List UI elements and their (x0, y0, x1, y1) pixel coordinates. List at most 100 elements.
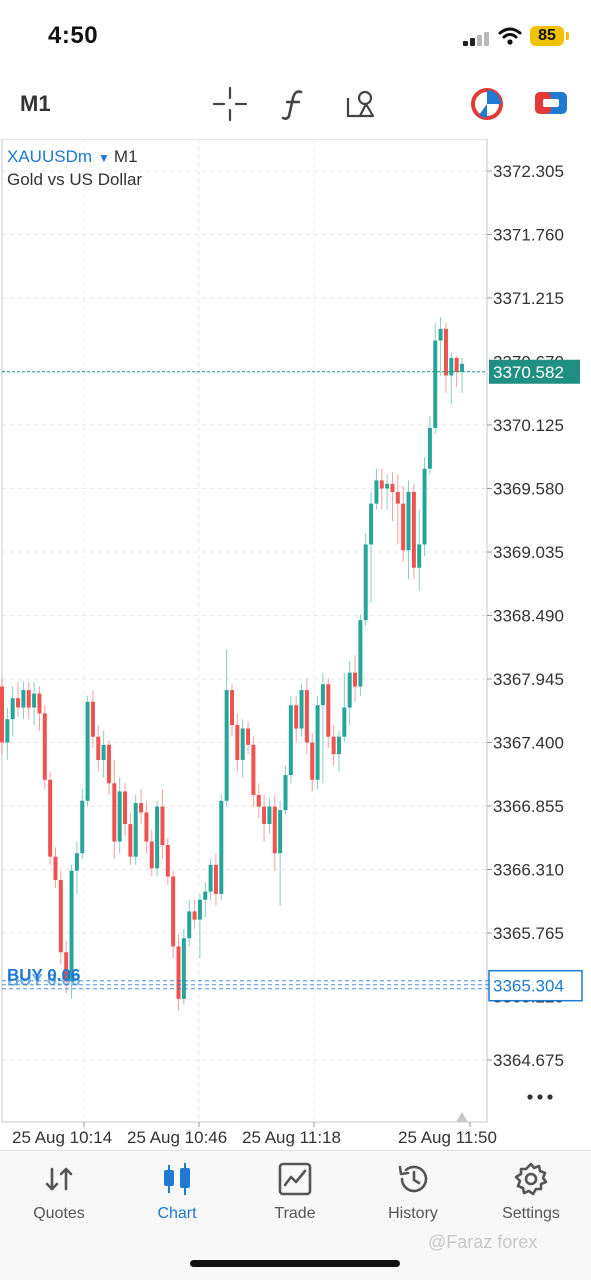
candle-body (21, 690, 26, 708)
candle-body (96, 736, 101, 760)
candle-body (374, 480, 379, 504)
candle-body (197, 899, 202, 920)
candle-body (80, 800, 85, 854)
candle-body (288, 705, 293, 776)
price-axis-label: 3369.035 (493, 543, 564, 562)
candle-body (385, 483, 390, 489)
candle-body (224, 690, 229, 801)
candle-body (320, 684, 325, 706)
time-axis-label: 25 Aug 11:50 (398, 1128, 497, 1147)
candle-body (326, 684, 331, 737)
candle-body (379, 480, 384, 489)
tab-chart[interactable]: Chart (118, 1161, 236, 1241)
candle-body (155, 806, 160, 869)
candle-body (133, 803, 138, 857)
tab-trade[interactable]: Trade (236, 1161, 354, 1241)
price-axis-label: 3371.760 (493, 226, 564, 245)
symbol-name[interactable]: XAUUSDm (7, 147, 93, 166)
candle-body (187, 911, 192, 939)
candle-body (37, 693, 42, 714)
candle-body (395, 491, 400, 504)
time-axis-label: 25 Aug 10:46 (127, 1128, 227, 1147)
candle-body (427, 427, 432, 469)
candle-body (417, 544, 422, 568)
candle-body (294, 705, 299, 729)
price-chart[interactable]: 3372.305 3371.760 3371.215 3370.125 3369.580… (0, 139, 591, 1149)
price-axis-label: 3367.945 (493, 670, 564, 689)
candlestick-chart[interactable]: 3372.305 3371.760 3371.215 3370.125 3369.580… (0, 139, 591, 1149)
battery-indicator: 85 (530, 26, 564, 46)
candle-body (342, 707, 347, 737)
candle-body (5, 719, 10, 743)
candle-body (449, 358, 454, 376)
candle-body (315, 705, 320, 780)
cellular-signal-icon (463, 30, 491, 46)
candle-body (443, 328, 448, 376)
chevron-down-icon[interactable]: ▼ (98, 151, 110, 165)
candle-body (149, 841, 154, 869)
gear-icon (514, 1162, 548, 1196)
tab-label: Chart (157, 1205, 197, 1222)
position-price-label: 3365.304 (493, 977, 564, 996)
candle-body (251, 744, 256, 795)
candle-body (192, 911, 197, 920)
trade-icon[interactable] (531, 84, 571, 124)
symbol-header[interactable]: XAUUSDm ▼ M1 (7, 147, 138, 167)
candle-body (208, 864, 213, 892)
candle-body (347, 672, 352, 708)
candle-body (353, 672, 358, 687)
candle-body (422, 468, 427, 545)
more-options-icon[interactable] (522, 1087, 558, 1107)
candle-body (299, 690, 304, 729)
quotes-icon (45, 1167, 73, 1191)
candle-body (438, 328, 443, 341)
candle-body (278, 810, 283, 854)
price-axis-label: 3365.765 (493, 924, 564, 943)
candle-body (406, 491, 411, 551)
plot-frame (1, 139, 488, 1123)
tab-quotes[interactable]: Quotes (0, 1161, 118, 1241)
tab-label: Trade (274, 1205, 316, 1222)
position-price-tag (488, 969, 583, 1002)
status-bar: 4:50 85 (0, 0, 591, 72)
candle-body (0, 686, 4, 743)
chart-candles-icon (164, 1163, 190, 1195)
objects-icon[interactable] (340, 84, 380, 124)
candle-body (304, 690, 309, 743)
candle-body (256, 794, 261, 807)
candle-body (272, 806, 277, 854)
candle-body (181, 938, 186, 999)
candle-body (235, 725, 240, 760)
candle-body (112, 783, 117, 842)
status-icon[interactable] (467, 84, 507, 124)
candle-body (240, 728, 245, 760)
candle-body (203, 891, 208, 900)
candle-body (85, 701, 90, 801)
candle-body (230, 690, 234, 726)
bottom-tab-bar: Quotes Chart Trade History (0, 1150, 591, 1280)
timeframe-button[interactable]: M1 (20, 91, 51, 116)
symbol-description: Gold vs US Dollar (7, 170, 143, 189)
candle-body (363, 544, 368, 621)
candle-body (267, 806, 272, 825)
candle-body (358, 620, 363, 687)
candle-body (123, 791, 128, 825)
candle-body (310, 742, 315, 780)
candle-body (117, 791, 122, 842)
candle-body (433, 340, 438, 428)
candle-body (58, 879, 63, 953)
candle-body (213, 864, 218, 894)
indicators-icon[interactable] (275, 84, 315, 124)
price-axis-label: 3367.400 (493, 734, 564, 753)
time-axis-label: 25 Aug 11:18 (242, 1128, 341, 1147)
symbol-timeframe: M1 (113, 147, 138, 166)
crosshair-icon[interactable] (210, 84, 250, 124)
chart-shift-icon (456, 1112, 468, 1122)
tab-history[interactable]: History (354, 1161, 472, 1241)
tab-label: History (388, 1205, 438, 1222)
watermark: @Faraz forex (428, 1232, 538, 1252)
tab-label: Quotes (33, 1205, 85, 1222)
candle-body (369, 503, 374, 545)
tab-settings[interactable]: Settings (472, 1161, 590, 1241)
price-axis-label: 3372.305 (493, 162, 564, 181)
